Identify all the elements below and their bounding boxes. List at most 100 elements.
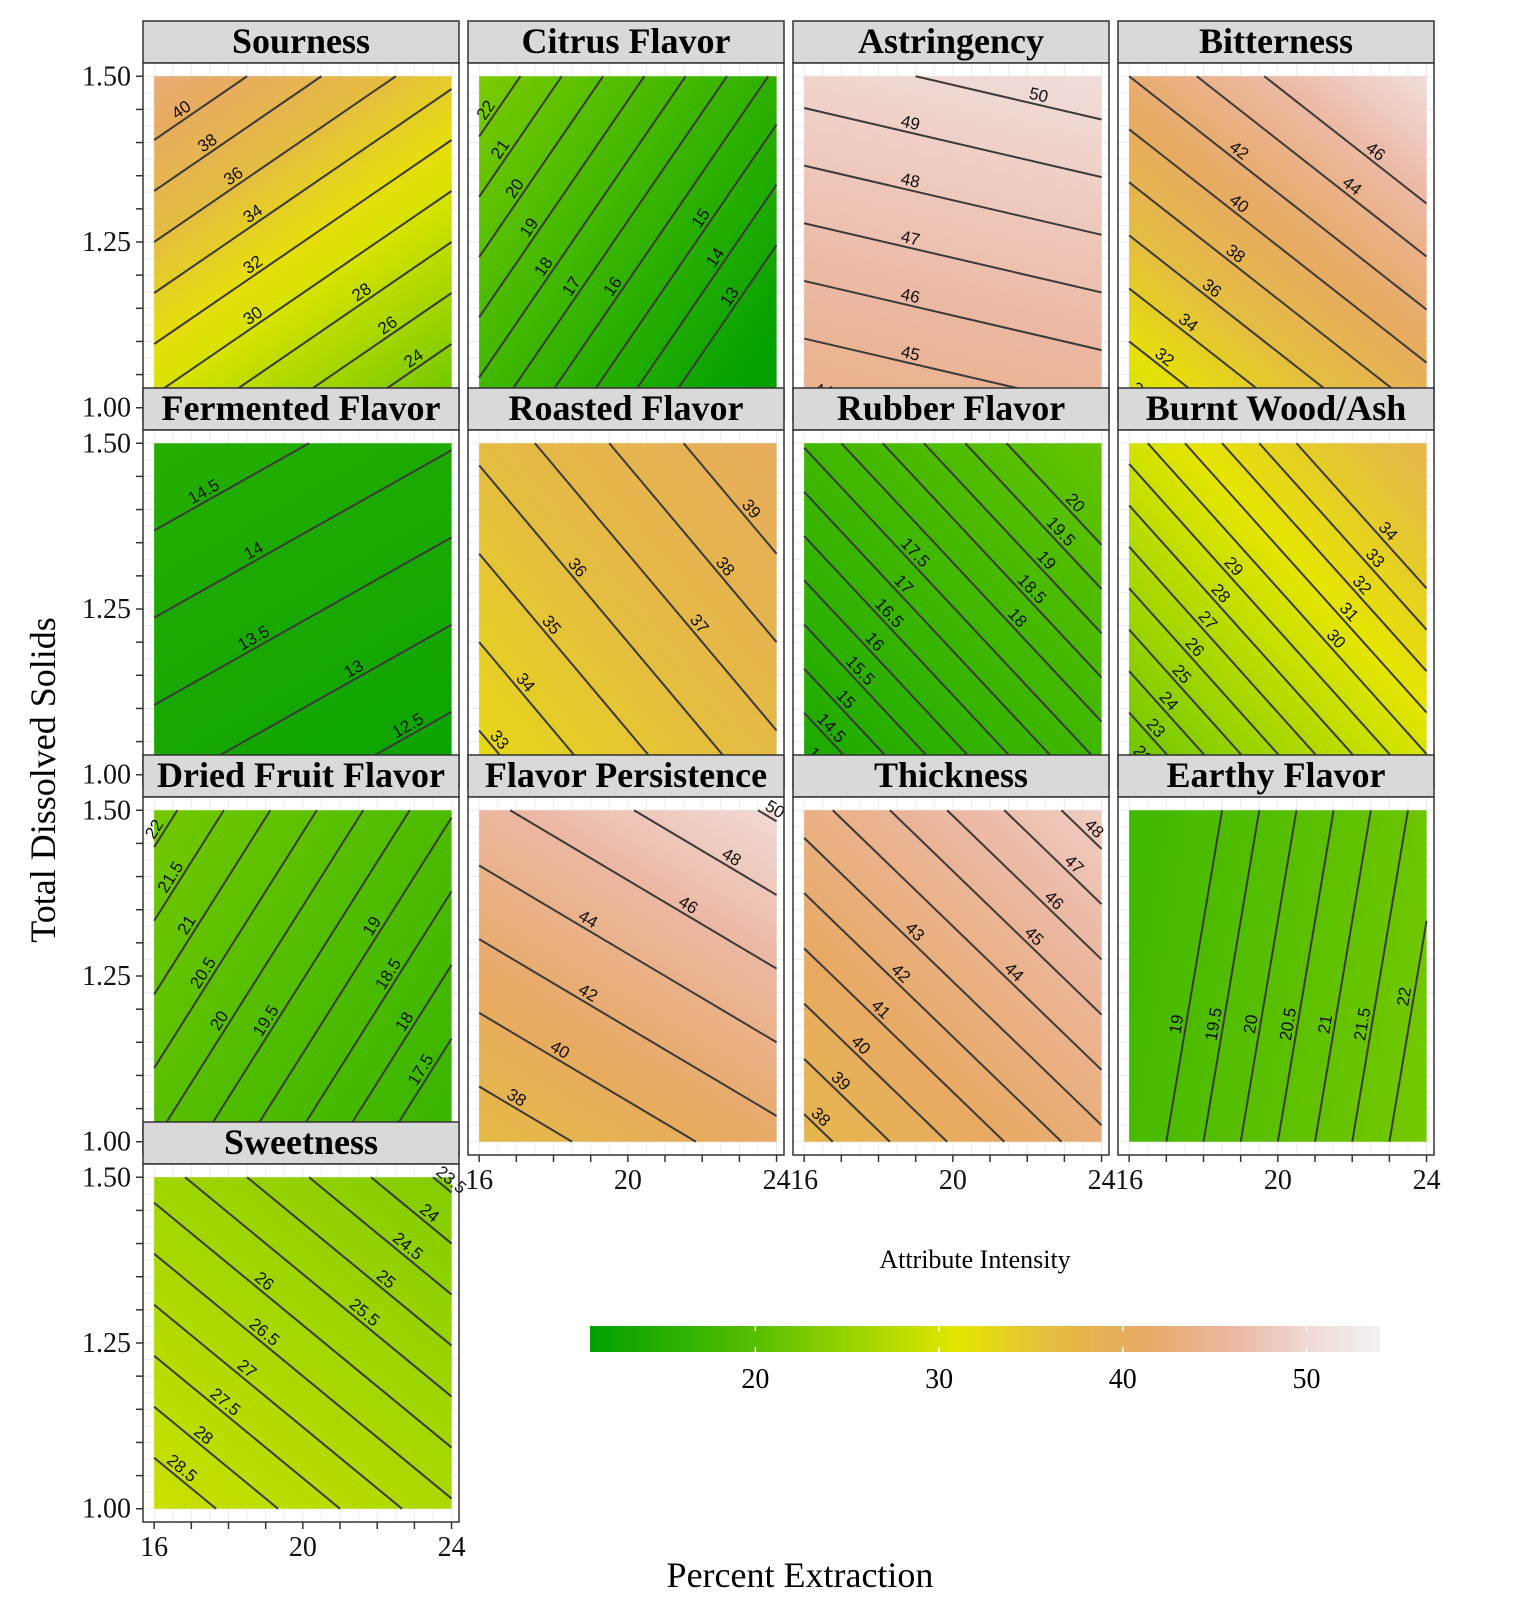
contour-line bbox=[246, 1176, 453, 1347]
panel-earthy-flavor: Earthy Flavor 19 19.5 20 20.5 21 21.522 16 20 24 bbox=[1115, 754, 1441, 1196]
legend-tick-label: 40 bbox=[1109, 1364, 1137, 1395]
contour-line bbox=[478, 864, 778, 1044]
contour-line bbox=[308, 1176, 453, 1296]
contour-line bbox=[1202, 810, 1261, 1142]
contour-line bbox=[803, 579, 987, 776]
x-tick-label: 20 bbox=[939, 1165, 967, 1196]
contour-line bbox=[246, 817, 453, 1143]
contour-line bbox=[803, 106, 1102, 179]
strip-title-sweetness: Sweetness bbox=[224, 1122, 378, 1162]
y-tick-label: 1.25 bbox=[82, 1328, 131, 1359]
contour-line bbox=[803, 164, 1102, 236]
strip-title-burnt-wood-ash: Burnt Wood/Ash bbox=[1146, 388, 1406, 428]
contour-label: 20 bbox=[1240, 1013, 1262, 1035]
contour-line bbox=[1128, 75, 1428, 311]
y-axis: 1.00 1.25 1.50 bbox=[82, 61, 143, 424]
contour-line bbox=[1221, 442, 1428, 672]
contour-line bbox=[478, 75, 687, 379]
x-axis-title: Percent Extraction bbox=[667, 1555, 934, 1595]
contour-line bbox=[153, 1201, 453, 1449]
contour-line bbox=[1184, 442, 1428, 714]
strip-title-roasted-flavor: Roasted Flavor bbox=[509, 388, 744, 428]
contours: 19 19.5 20 20.5 21 21.522 bbox=[1165, 810, 1428, 1142]
contour-line bbox=[682, 442, 778, 555]
contour-line bbox=[1003, 809, 1103, 905]
heat-fill-sweetness bbox=[154, 1177, 452, 1509]
contour-line bbox=[339, 964, 453, 1143]
contour-line bbox=[803, 491, 1070, 776]
contour-line bbox=[803, 892, 1063, 1143]
x-tick-label: 24 bbox=[1413, 1165, 1441, 1196]
contour-line bbox=[1258, 442, 1428, 631]
heat-fill-rubber-flavor bbox=[804, 443, 1102, 775]
contour-line bbox=[153, 75, 397, 243]
contour-line bbox=[803, 837, 1103, 1126]
contour-line bbox=[1060, 809, 1103, 850]
strip-title-citrus-flavor: Citrus Flavor bbox=[522, 21, 731, 61]
y-tick-label: 1.25 bbox=[82, 594, 131, 625]
panel-rubber-flavor: Rubber Flavor1414.51515.51616.51717.5181… bbox=[792, 387, 1110, 789]
contour-label: 47 bbox=[899, 227, 922, 250]
legend-tick-label: 20 bbox=[741, 1364, 769, 1395]
contour-line bbox=[209, 241, 453, 409]
contour-line bbox=[1146, 442, 1428, 755]
x-tick-label: 16 bbox=[465, 1165, 493, 1196]
strip-rubber-flavor bbox=[792, 387, 1110, 431]
contour-line bbox=[1128, 504, 1372, 776]
strip-dried-fruit-flavor bbox=[142, 754, 460, 798]
heat-fill-fermented-flavor bbox=[154, 443, 452, 775]
contour-line bbox=[153, 449, 453, 619]
contour-line bbox=[1128, 463, 1409, 776]
contour-line bbox=[498, 75, 728, 409]
contour-line bbox=[153, 809, 365, 1143]
legend-colorbar bbox=[590, 1326, 1380, 1352]
contour-line bbox=[153, 75, 248, 141]
x-axis: 16 20 24 bbox=[465, 1155, 791, 1196]
x-tick-label: 24 bbox=[1088, 1165, 1116, 1196]
contour-line bbox=[1276, 810, 1335, 1142]
contour-line bbox=[581, 123, 778, 409]
contour-line bbox=[478, 641, 592, 776]
contour-line bbox=[915, 75, 1102, 121]
legend-title: Attribute Intensity bbox=[879, 1245, 1070, 1274]
y-tick-label: 1.25 bbox=[82, 961, 131, 992]
contour-line bbox=[1005, 442, 1103, 546]
contour-line bbox=[803, 1002, 948, 1143]
contour-line bbox=[153, 1303, 403, 1510]
contour-line bbox=[1263, 75, 1428, 205]
contour-line bbox=[608, 442, 778, 643]
contour-line bbox=[478, 938, 778, 1117]
contour-label: 49 bbox=[899, 112, 922, 135]
contour-line bbox=[153, 1456, 217, 1510]
contour-line bbox=[478, 75, 604, 258]
strip-burnt-wood-ash bbox=[1117, 387, 1435, 431]
contour-line bbox=[1128, 629, 1261, 776]
contour-line bbox=[509, 809, 778, 970]
strip-title-astringency: Astringency bbox=[858, 21, 1044, 61]
contour-line bbox=[153, 809, 179, 848]
x-tick-label: 16 bbox=[1115, 1165, 1143, 1196]
y-axis: 1.00 1.25 1.50 bbox=[82, 795, 143, 1158]
contour-line bbox=[1196, 75, 1428, 258]
contour-line bbox=[964, 442, 1103, 590]
contour-line bbox=[1165, 810, 1224, 1142]
x-tick-label: 20 bbox=[1264, 1165, 1292, 1196]
x-axis: 16 20 24 bbox=[790, 1155, 1116, 1196]
contour-line bbox=[478, 75, 522, 138]
contour-line bbox=[184, 623, 453, 776]
y-axis: 1.00 1.25 1.50 bbox=[82, 1162, 143, 1525]
x-axis: 16 20 24 bbox=[1115, 1155, 1441, 1196]
contour-line bbox=[803, 222, 1102, 294]
contour-line bbox=[534, 442, 778, 732]
contour-line bbox=[153, 75, 323, 192]
contour-line bbox=[1128, 181, 1418, 409]
heat-fill-burnt-wood-ash bbox=[1129, 443, 1427, 775]
contour-line bbox=[184, 1176, 453, 1398]
panel-sweetness: Sweetness23.52424.52525.52626.52727.5282… bbox=[82, 1121, 470, 1563]
strip-earthy-flavor bbox=[1117, 754, 1435, 798]
contour-line bbox=[889, 809, 1103, 1016]
contour-line bbox=[1388, 920, 1428, 1142]
contour-label: 50 bbox=[1027, 84, 1050, 107]
